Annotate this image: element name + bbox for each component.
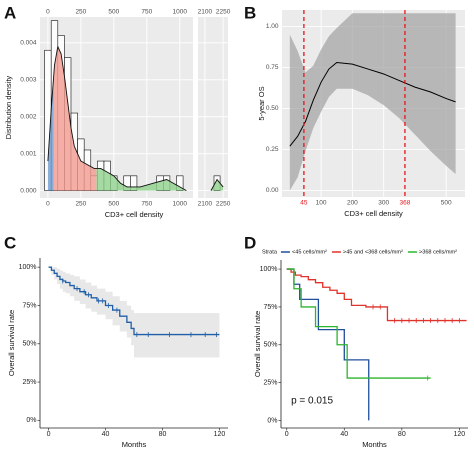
panel-label: D — [244, 233, 256, 252]
legend-label: >45 and <368 cells/mm² — [343, 249, 403, 255]
y-tick-label: 75% — [22, 302, 36, 309]
y-tick-label: 50% — [22, 341, 36, 348]
top-tick-label: 1000 — [173, 9, 188, 16]
x-tick-label: 100 — [316, 200, 327, 207]
x-axis-title: CD3+ cell density — [344, 209, 403, 218]
x-tick-label: 2100 — [198, 201, 213, 208]
confidence-band — [289, 13, 456, 191]
annotation: p = 0.015 — [291, 395, 333, 406]
y-tick-label: 0.001 — [20, 150, 37, 157]
x-axis-title: Months — [362, 440, 387, 449]
y-axis-title: Distribution density — [4, 76, 13, 140]
y-tick-label: 50% — [263, 342, 277, 349]
density-area — [53, 46, 97, 191]
y-tick-label: 0.75 — [266, 64, 279, 71]
y-tick-label: 0.00 — [266, 187, 279, 194]
y-tick-label: 0% — [26, 417, 36, 424]
y-tick-label: 1.00 — [266, 23, 279, 30]
x-tick-label: 40 — [340, 431, 348, 438]
legend-label: <45 cells/mm² — [292, 249, 327, 255]
x-axis-title: Months — [122, 440, 147, 449]
y-tick-label: 100% — [260, 266, 278, 273]
line — [289, 61, 456, 147]
confidence-band — [48, 267, 220, 358]
y-tick-label: 0.25 — [266, 146, 279, 153]
density-area — [96, 168, 187, 191]
x-tick-label: 0 — [47, 431, 51, 438]
top-tick-label: 0 — [46, 9, 50, 16]
x-tick-label: 0 — [285, 431, 289, 438]
x-tick-label: 120 — [454, 431, 466, 438]
y-tick-label: 100% — [19, 264, 37, 271]
y-axis-title: 5-year OS — [257, 86, 266, 120]
y-tick-label: 25% — [263, 379, 277, 386]
y-tick-label: 0.002 — [20, 113, 37, 120]
y-tick-label: 0.003 — [20, 77, 37, 84]
survival-curve — [286, 268, 431, 379]
density-area — [47, 73, 54, 191]
density-area — [210, 179, 224, 191]
y-tick-label: 75% — [263, 304, 277, 311]
x-axis-title: CD3+ cell density — [105, 210, 164, 219]
top-tick-label: 500 — [108, 9, 119, 16]
cutoff-label: 368 — [400, 200, 411, 207]
y-tick-label: 0.50 — [266, 105, 279, 112]
x-tick-label: 500 — [441, 200, 452, 207]
x-tick-label: 0 — [46, 201, 50, 208]
y-tick-label: 0% — [267, 417, 277, 424]
density-curve — [210, 178, 224, 191]
panel-label: A — [4, 3, 16, 22]
x-tick-label: 2250 — [216, 201, 231, 208]
y-tick-label: 25% — [22, 379, 36, 386]
survival-curve — [286, 268, 467, 322]
legend-label: >368 cells/mm² — [419, 249, 457, 255]
axis-break — [193, 17, 198, 198]
y-tick-label: 0.004 — [20, 40, 37, 47]
x-tick-label: 750 — [141, 201, 152, 208]
top-tick-label: 2250 — [216, 9, 231, 16]
x-tick-label: 500 — [108, 201, 119, 208]
panel-label: C — [4, 233, 16, 252]
x-tick-label: 1000 — [173, 201, 188, 208]
y-tick-label: 0.000 — [20, 187, 37, 194]
x-tick-label: 200 — [347, 200, 358, 207]
top-tick-label: 250 — [75, 9, 86, 16]
survival-curve — [48, 266, 220, 336]
y-axis-title: Overall survival rate — [253, 311, 262, 377]
x-tick-label: 120 — [214, 431, 226, 438]
x-tick-label: 40 — [102, 431, 110, 438]
x-tick-label: 80 — [398, 431, 406, 438]
x-tick-label: 250 — [75, 201, 86, 208]
top-tick-label: 2100 — [198, 9, 213, 16]
y-axis-title: Overall survival rate — [7, 310, 16, 376]
legend-title: Strata — [262, 249, 278, 255]
x-tick-label: 300 — [378, 200, 389, 207]
cutoff-label: 45 — [300, 200, 308, 207]
density-curve — [47, 45, 187, 192]
top-tick-label: 750 — [141, 9, 152, 16]
panel-label: B — [244, 3, 256, 22]
x-tick-label: 80 — [159, 431, 167, 438]
